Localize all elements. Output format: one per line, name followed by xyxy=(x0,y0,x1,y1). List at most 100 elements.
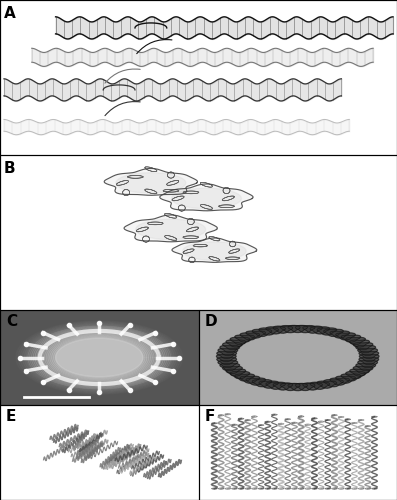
Text: A: A xyxy=(4,6,16,21)
Polygon shape xyxy=(288,384,308,390)
Polygon shape xyxy=(358,348,378,356)
Polygon shape xyxy=(288,326,308,332)
Ellipse shape xyxy=(338,488,344,490)
Ellipse shape xyxy=(298,488,304,490)
Bar xyxy=(0,310,198,405)
Ellipse shape xyxy=(225,414,231,415)
Ellipse shape xyxy=(285,418,291,420)
Polygon shape xyxy=(303,383,322,390)
Polygon shape xyxy=(56,338,143,376)
Polygon shape xyxy=(341,374,360,381)
Polygon shape xyxy=(356,346,376,352)
Polygon shape xyxy=(310,327,330,334)
Polygon shape xyxy=(230,372,250,378)
Ellipse shape xyxy=(225,488,231,490)
Polygon shape xyxy=(353,342,373,350)
Polygon shape xyxy=(246,331,266,338)
Polygon shape xyxy=(220,364,239,370)
Polygon shape xyxy=(218,360,238,368)
Polygon shape xyxy=(358,360,378,368)
Polygon shape xyxy=(252,380,272,387)
Polygon shape xyxy=(295,326,315,332)
Polygon shape xyxy=(359,354,379,362)
Ellipse shape xyxy=(291,488,297,490)
Polygon shape xyxy=(266,382,285,389)
Ellipse shape xyxy=(358,488,364,490)
Text: E: E xyxy=(6,409,16,424)
Ellipse shape xyxy=(265,421,271,422)
Polygon shape xyxy=(252,330,272,336)
Ellipse shape xyxy=(365,426,371,427)
Polygon shape xyxy=(54,338,145,378)
Bar xyxy=(198,310,397,405)
Ellipse shape xyxy=(298,416,304,417)
Polygon shape xyxy=(303,326,322,333)
Ellipse shape xyxy=(285,488,291,490)
Ellipse shape xyxy=(305,424,311,426)
Ellipse shape xyxy=(365,488,371,490)
Polygon shape xyxy=(223,366,242,374)
Polygon shape xyxy=(324,330,343,336)
Ellipse shape xyxy=(211,488,218,490)
Ellipse shape xyxy=(351,422,357,424)
Polygon shape xyxy=(336,333,355,340)
Polygon shape xyxy=(295,384,315,390)
Polygon shape xyxy=(47,334,151,380)
Polygon shape xyxy=(280,326,300,332)
Polygon shape xyxy=(217,352,237,358)
Polygon shape xyxy=(359,358,379,364)
Text: D: D xyxy=(204,314,217,329)
Polygon shape xyxy=(356,364,376,370)
Ellipse shape xyxy=(251,488,257,490)
Polygon shape xyxy=(235,335,254,342)
Ellipse shape xyxy=(272,414,278,416)
Ellipse shape xyxy=(351,488,357,490)
Polygon shape xyxy=(259,328,278,335)
Polygon shape xyxy=(218,348,238,356)
Polygon shape xyxy=(280,384,300,390)
Ellipse shape xyxy=(245,488,251,490)
Ellipse shape xyxy=(372,416,378,418)
Polygon shape xyxy=(226,340,246,347)
Ellipse shape xyxy=(318,421,324,422)
Ellipse shape xyxy=(218,414,224,416)
Text: B: B xyxy=(4,161,15,176)
Bar xyxy=(0,0,397,155)
Polygon shape xyxy=(273,383,293,390)
Ellipse shape xyxy=(211,422,218,424)
Polygon shape xyxy=(353,366,373,374)
Ellipse shape xyxy=(325,488,331,490)
Polygon shape xyxy=(49,336,149,380)
Polygon shape xyxy=(324,380,343,387)
Polygon shape xyxy=(220,346,239,352)
Ellipse shape xyxy=(345,418,351,420)
Ellipse shape xyxy=(311,488,318,490)
Polygon shape xyxy=(51,336,147,378)
Polygon shape xyxy=(16,314,183,401)
Ellipse shape xyxy=(318,488,324,490)
Ellipse shape xyxy=(345,488,351,490)
Ellipse shape xyxy=(265,488,271,490)
Polygon shape xyxy=(273,326,293,333)
Ellipse shape xyxy=(331,414,337,416)
Polygon shape xyxy=(136,219,206,240)
Polygon shape xyxy=(226,369,246,376)
Polygon shape xyxy=(310,382,330,389)
Ellipse shape xyxy=(251,416,257,418)
Polygon shape xyxy=(240,376,260,383)
Ellipse shape xyxy=(245,420,251,421)
Ellipse shape xyxy=(258,488,264,490)
Polygon shape xyxy=(330,378,349,385)
Ellipse shape xyxy=(258,424,264,426)
Bar xyxy=(0,405,198,500)
Polygon shape xyxy=(230,338,250,344)
Polygon shape xyxy=(172,188,241,208)
Polygon shape xyxy=(56,338,143,376)
Polygon shape xyxy=(240,333,260,340)
Ellipse shape xyxy=(311,418,318,419)
Polygon shape xyxy=(217,358,237,364)
Ellipse shape xyxy=(291,422,297,424)
Polygon shape xyxy=(172,238,257,262)
Polygon shape xyxy=(317,381,337,388)
Polygon shape xyxy=(346,338,365,344)
